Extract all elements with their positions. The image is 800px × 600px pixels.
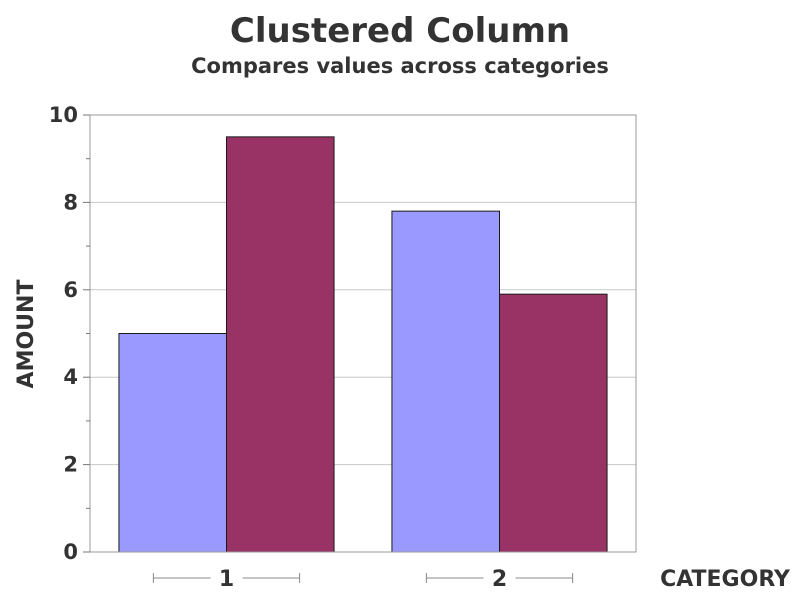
y-tick-label-2: 2: [63, 453, 78, 477]
chart-subtitle: Compares values across categories: [191, 54, 609, 78]
bar-cat2-series2: [499, 293, 608, 553]
y-tick-label-10: 10: [49, 103, 78, 127]
x-tick-label-2: 2: [492, 567, 507, 592]
y-tick-label-6: 6: [63, 278, 78, 302]
y-tick-label-4: 4: [63, 365, 78, 389]
y-tick-label-0: 0: [63, 540, 78, 564]
y-axis-label: AMOUNT: [14, 280, 39, 389]
chart-title: Clustered Column: [230, 11, 570, 51]
y-tick-label-8: 8: [63, 190, 78, 214]
bar-cat2-series1: [391, 210, 500, 553]
bar-cat1-series1: [118, 333, 227, 553]
bars: [118, 136, 608, 553]
bar-cat1-series2: [226, 136, 335, 553]
x-tick-label-1: 1: [219, 567, 234, 592]
x-axis-label: CATEGORY: [660, 567, 791, 592]
y-axis: 0 2 4 6 8 10: [49, 103, 90, 564]
